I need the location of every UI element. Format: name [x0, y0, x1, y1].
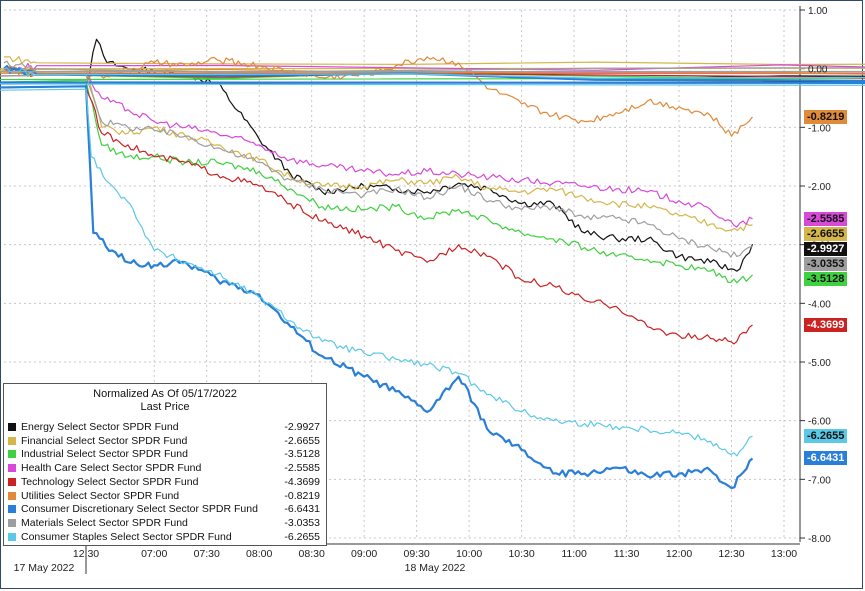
- date-label: 18 May 2022: [405, 562, 466, 574]
- last-value-tag: -3.5128: [804, 271, 848, 286]
- legend-series-value: -0.8219: [284, 489, 320, 502]
- y-tick-label: -8.00: [808, 534, 831, 545]
- x-tick-label: 07:30: [194, 548, 220, 560]
- legend-series-name: Technology Select Sector SPDR Fund: [21, 475, 199, 488]
- last-value-tag: -6.2655: [804, 429, 848, 444]
- legend-series-value: -2.5585: [284, 462, 320, 475]
- series-line: [0, 60, 865, 258]
- legend-series-value: -6.6431: [284, 503, 320, 516]
- last-value-tag: -2.9927: [804, 241, 848, 256]
- x-tick-label: 10:00: [456, 548, 482, 560]
- legend-series-name: Health Care Select Sector SPDR Fund: [21, 462, 202, 475]
- legend-series-name: Consumer Staples Select Sector SPDR Fund: [21, 530, 232, 543]
- legend-series-name: Utilities Select Sector SPDR Fund: [21, 489, 180, 502]
- x-tick-label: 08:00: [246, 548, 272, 560]
- legend-item: Utilities Select Sector SPDR Fund -0.8219: [8, 490, 324, 503]
- series-line: [0, 56, 865, 232]
- x-tick-label: 07:00: [141, 548, 167, 560]
- x-tick-label: 12:30: [73, 548, 99, 560]
- series-lines: [0, 38, 865, 490]
- x-tick-label: 09:00: [351, 548, 377, 560]
- x-tick-label: 12:00: [666, 548, 692, 560]
- x-tick-label: 11:30: [614, 548, 640, 560]
- legend-item: Consumer Discretionary Select Sector SPD…: [8, 503, 324, 516]
- legend-swatch: [8, 505, 16, 514]
- legend-series-value: -2.9927: [284, 421, 320, 433]
- legend-series-value: -4.3699: [284, 475, 320, 488]
- last-value-tag: -3.0353: [804, 256, 848, 271]
- legend-item: Materials Select Sector SPDR Fund -3.0353: [8, 517, 324, 530]
- legend-item: Financial Select Sector SPDR Fund -2.6655: [8, 435, 324, 448]
- legend-item: Industrial Select Sector SPDR Fund -3.512…: [8, 448, 324, 461]
- x-tick-label: 11:00: [561, 548, 587, 560]
- legend-swatch: [8, 491, 16, 500]
- last-value-tag: -2.5585: [804, 211, 848, 226]
- y-tick-label: 0.00: [808, 65, 828, 76]
- legend-series-value: -2.6655: [284, 434, 320, 447]
- legend-item: Consumer Staples Select Sector SPDR Fund…: [8, 531, 324, 544]
- legend-swatch: [8, 477, 16, 486]
- y-tick-label: 1.00: [808, 6, 828, 17]
- y-tick-label: -7.00: [808, 475, 831, 486]
- series-line: [0, 56, 865, 137]
- legend-series-value: -6.2655: [284, 530, 320, 543]
- last-value-tag: -6.6431: [804, 451, 848, 466]
- legend-subtitle: Last Price: [140, 401, 190, 413]
- legend-swatch: [8, 436, 16, 445]
- legend-title: Normalized As Of 05/17/2022: [93, 388, 237, 400]
- legend-swatch: [8, 450, 16, 459]
- tick-labels: 1.000.00-1.00-2.00-3.00-4.00-5.00-6.00-7…: [14, 6, 832, 574]
- y-tick-label: -6.00: [808, 417, 831, 428]
- legend-series-name: Materials Select Sector SPDR Fund: [21, 516, 188, 529]
- series-line: [0, 66, 865, 345]
- legend-item: Energy Select Sector SPDR Fund -2.9927: [8, 421, 324, 434]
- y-tick-label: -4.00: [808, 299, 831, 310]
- legend-series-name: Consumer Discretionary Select Sector SPD…: [21, 503, 258, 516]
- y-tick-label: -1.00: [808, 123, 831, 134]
- legend-swatch: [8, 518, 16, 527]
- legend-swatch: [8, 532, 16, 541]
- x-tick-label: 08:30: [299, 548, 325, 560]
- legend-series-name: Energy Select Sector SPDR Fund: [21, 421, 179, 433]
- series-line: [0, 67, 865, 457]
- x-tick-label: 13:00: [771, 548, 797, 560]
- series-line: [0, 62, 865, 228]
- legend-item: Health Care Select Sector SPDR Fund -2.55…: [8, 462, 324, 475]
- series-line: [0, 64, 865, 490]
- legend-item: Technology Select Sector SPDR Fund -4.369…: [8, 476, 324, 489]
- legend-series-value: -3.0353: [284, 516, 320, 529]
- last-value-tag: -2.6655: [804, 226, 848, 241]
- y-tick-label: -2.00: [808, 182, 831, 193]
- y-tick-label: -5.00: [808, 358, 831, 369]
- legend-series-name: Industrial Select Sector SPDR Fund: [21, 448, 188, 461]
- date-label: 17 May 2022: [14, 562, 75, 574]
- legend-swatch: [8, 464, 16, 473]
- last-value-tag: -4.3699: [804, 318, 848, 333]
- last-value-tag: -0.8219: [804, 109, 848, 124]
- legend-series-value: -3.5128: [284, 448, 320, 461]
- legend-series-name: Financial Select Sector SPDR Fund: [21, 434, 188, 447]
- series-line: [0, 67, 865, 284]
- legend: Normalized As Of 05/17/2022 Last Price E…: [3, 383, 327, 546]
- x-tick-label: 09:30: [403, 548, 429, 560]
- legend-swatch: [8, 423, 16, 431]
- x-tick-label: 10:30: [508, 548, 534, 560]
- x-tick-label: 12:30: [718, 548, 744, 560]
